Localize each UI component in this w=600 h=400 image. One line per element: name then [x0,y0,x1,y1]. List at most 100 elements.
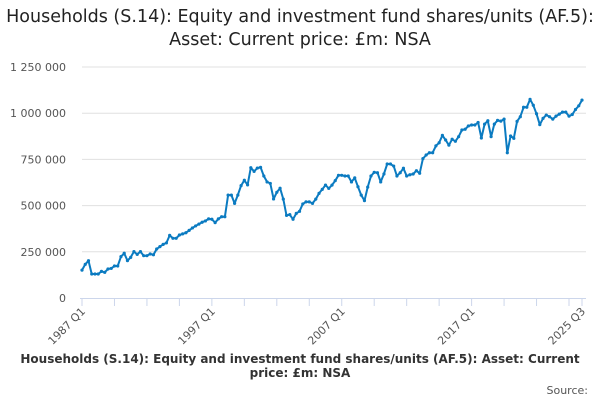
y-tick-label: 1 000 000 [10,107,66,120]
data-point [538,123,542,127]
data-point [434,144,438,148]
data-point [473,123,477,127]
data-point [220,215,224,219]
x-tick-label: 1987 Q1 [46,305,89,348]
data-point [171,236,175,240]
data-point [112,264,117,268]
data-point [408,173,412,177]
data-point [245,183,250,187]
data-point [307,200,311,204]
data-point [181,232,185,236]
data-point [476,120,480,125]
data-point [216,217,220,221]
data-point [155,247,159,251]
data-point [551,117,555,121]
data-point [268,181,272,186]
data-point [301,202,305,206]
data-point [508,134,513,138]
data-point [336,173,341,177]
data-point [437,141,441,145]
data-point [424,153,428,157]
data-point [151,253,156,257]
data-point [90,272,94,276]
data-point [168,233,172,237]
data-point [375,171,380,175]
data-point [521,105,526,109]
x-tick-label: 1997 Q1 [175,305,218,348]
data-point [213,221,217,225]
data-point [86,259,91,263]
data-point [135,252,139,256]
data-point [138,250,143,254]
data-point [304,200,308,204]
data-point [297,209,302,213]
data-point [382,172,386,176]
data-point [239,184,243,188]
data-point [547,115,552,119]
data-point [541,116,545,120]
data-point [323,183,328,187]
data-point [210,217,214,221]
data-point [580,98,584,102]
data-point [362,199,367,203]
data-point [229,193,233,197]
data-point [444,138,448,142]
footer-title: Households (S.14): Equity and investment… [20,352,580,380]
data-point [109,266,113,271]
y-tick-label: 1 250 000 [10,61,66,74]
data-point [187,228,191,232]
y-tick-label: 500 000 [21,200,67,213]
data-point [330,183,334,187]
data-point [349,180,354,184]
data-point [310,201,315,205]
data-point [291,217,295,221]
data-point [197,222,201,226]
data-point [275,190,279,194]
source-label: Source: [546,384,589,397]
data-point [200,220,204,224]
data-point [495,118,500,123]
data-point [203,219,207,223]
data-point [577,104,581,108]
x-tick-label: 2025 Q3 [546,305,589,348]
data-point [395,174,399,178]
data-point [236,193,240,197]
x-tick-label: 2007 Q1 [305,305,348,348]
data-point [262,174,266,178]
data-point [557,112,561,116]
y-tick-label: 0 [59,292,66,305]
data-point [528,97,532,101]
data-point [177,233,182,237]
data-point [356,185,360,189]
data-point [129,255,133,259]
data-point [255,166,259,170]
data-point [418,171,422,175]
data-point [132,250,136,254]
data-point [119,255,123,259]
data-point [122,251,126,255]
data-point [317,191,321,196]
data-point [142,254,146,258]
data-point [271,197,276,201]
data-point [427,151,432,155]
data-point [145,254,149,258]
data-point [518,115,522,119]
data-point [366,185,370,189]
data-point [479,136,483,140]
data-point [226,193,230,197]
data-point [80,268,84,272]
data-point [281,197,285,201]
data-point [447,143,451,147]
data-point [492,122,496,126]
data-point [385,162,389,166]
data-point [288,213,292,217]
data-point [232,201,237,205]
data-point [369,174,373,178]
data-point [116,264,120,268]
data-point [405,174,409,178]
data-point [278,186,282,190]
data-point [392,164,396,168]
data-point [161,242,165,247]
data-point [421,157,425,161]
data-point [505,151,509,155]
